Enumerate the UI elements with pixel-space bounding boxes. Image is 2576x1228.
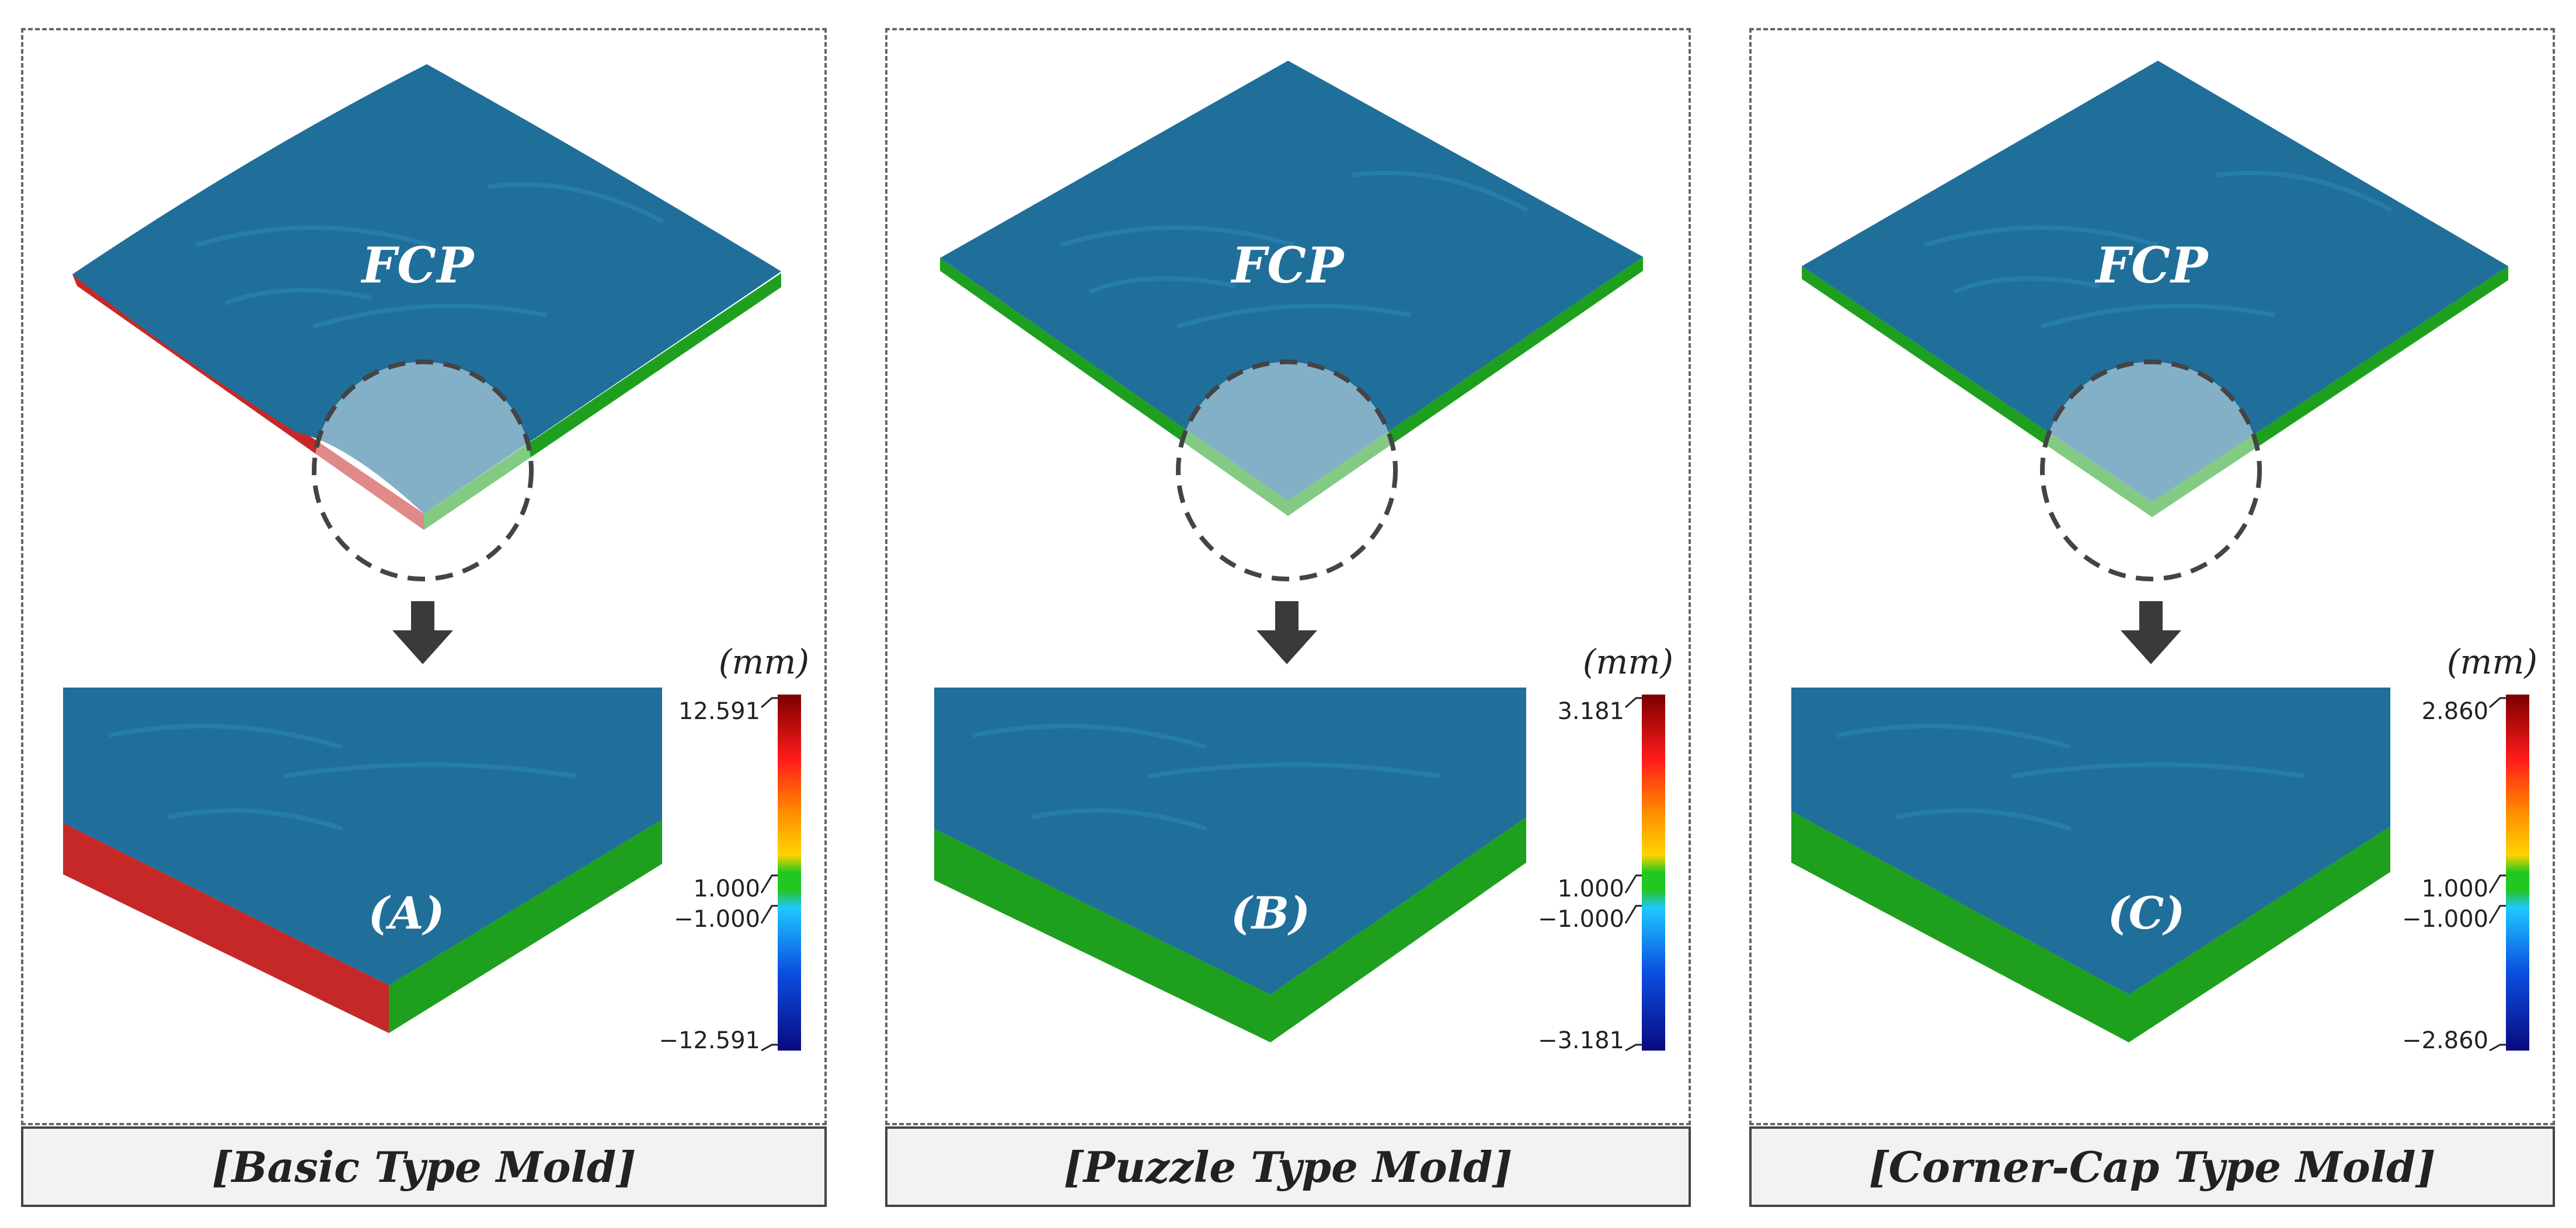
panel-caption: [Puzzle Type Mold] [885,1126,1691,1207]
scale-tick-leaders [760,697,778,1052]
panel-graphics [63,64,801,1052]
scale-upper-tolerance: 1.000 [1557,875,1624,902]
scale-unit: (mm) [1582,642,1673,682]
magnifier-circle [1176,360,1398,581]
down-arrow [2121,601,2181,664]
plate-top-surface [1802,61,2508,502]
plate-surface-texture [1059,170,1529,329]
scale-lower-tolerance: −1.000 [1537,906,1624,933]
fcp-plate-3d [940,61,1643,516]
scale-unit: (mm) [718,642,809,682]
plate-right-edge [424,273,781,530]
magnifier-circle [312,360,534,581]
zoom-top-surface [63,688,662,985]
zoom-surface-texture [108,724,576,831]
scale-min: −2.860 [2401,1027,2488,1054]
zoom-view-label: (B) [1230,887,1311,939]
magnifier-circle [2040,360,2262,581]
panel-caption: [Basic Type Mold] [21,1126,827,1207]
scale-upper-tolerance: 1.000 [2421,875,2488,902]
scale-max: 3.181 [1557,698,1624,725]
plate-top-surface [940,61,1643,501]
zoom-view [934,688,1526,1042]
down-arrow [392,601,453,664]
scale-min: −12.591 [659,1027,760,1054]
color-scale-bar [1642,695,1665,1051]
scale-tick-leaders [1624,697,1642,1052]
scale-lower-tolerance: −1.000 [673,906,760,933]
zoom-surface-texture [972,724,1440,831]
zoom-view-label: (C) [2107,887,2185,939]
plate-right-edge [1288,257,1643,516]
scale-unit: (mm) [2446,642,2537,682]
plate-left-edge [940,258,1288,516]
panel-graphics [934,61,1665,1052]
plate-right-edge [2152,266,2508,517]
zoom-right-edge [389,819,662,1033]
scale-max: 12.591 [678,698,760,725]
panel-basic-type: FCP (A) (mm) 12.591 1.000 −1.000 −12.591… [21,0,827,1228]
zoom-right-edge [2129,826,2390,1042]
zoom-right-edge [1270,817,1526,1042]
scale-lower-tolerance: −1.000 [2401,906,2488,933]
zoom-view [63,688,662,1033]
down-arrow [1256,601,1317,664]
fcp-label: FCP [1231,236,1345,294]
scale-tick-leaders [2488,697,2506,1052]
zoom-surface-texture [1836,724,2305,831]
zoom-top-surface [1791,688,2390,995]
scale-min: −3.181 [1537,1027,1624,1054]
fcp-plate-3d [72,64,781,530]
scale-upper-tolerance: 1.000 [693,875,760,902]
panel-caption: [Corner-Cap Type Mold] [1749,1126,2555,1207]
fcp-label: FCP [2095,236,2209,294]
panel-corner-cap-type: FCP (C) (mm) 2.860 1.000 −1.000 −2.860 [… [1749,0,2555,1228]
plate-top-surface [72,64,781,514]
zoom-view-label: (A) [368,887,445,939]
panel-frame [21,28,827,1125]
zoom-left-edge [63,823,389,1033]
zoom-left-edge [1791,811,2129,1042]
panel-puzzle-type: FCP (B) (mm) 3.181 1.000 −1.000 −3.181 [… [885,0,1691,1228]
panel-frame [1749,28,2555,1125]
zoom-view [1791,688,2390,1042]
color-scale-bar [2506,695,2529,1051]
plate-surface-texture [195,182,664,329]
zoom-left-edge [934,829,1270,1042]
zoom-top-surface [934,688,1526,995]
panel-frame [885,28,1691,1125]
plate-surface-texture [1923,170,2393,329]
fcp-plate-3d [1802,61,2508,517]
color-scale-bar [778,695,801,1051]
plate-left-edge [1802,266,2152,517]
panel-graphics [1791,61,2529,1052]
scale-max: 2.860 [2421,698,2488,725]
fcp-label: FCP [361,236,475,294]
